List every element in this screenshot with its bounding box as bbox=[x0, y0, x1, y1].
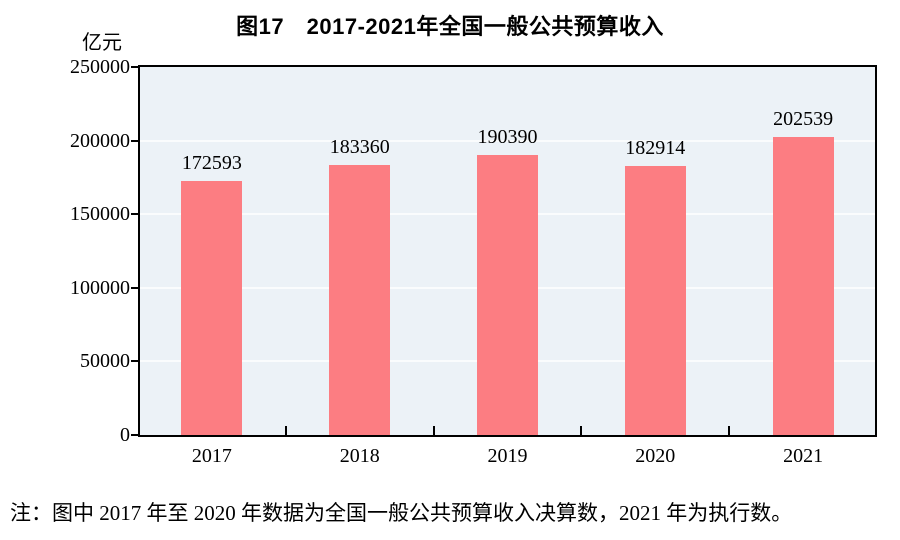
bar-value-label: 182914 bbox=[625, 136, 686, 159]
x-axis-tick bbox=[432, 426, 435, 435]
y-axis-tick bbox=[131, 434, 138, 436]
y-tick-label: 50000 bbox=[80, 350, 130, 373]
footnote: 注：图中 2017 年至 2020 年数据为全国一般公共预算收入决算数，2021… bbox=[10, 501, 793, 525]
y-tick-label: 150000 bbox=[70, 203, 130, 226]
y-tick-label: 100000 bbox=[70, 276, 130, 299]
bar-value-label: 202539 bbox=[773, 107, 834, 130]
x-tick-label: 2021 bbox=[783, 445, 824, 467]
y-axis-tick bbox=[131, 139, 138, 142]
bar bbox=[181, 180, 243, 435]
bar-value-label: 172593 bbox=[181, 151, 242, 174]
y-axis-tick bbox=[131, 360, 138, 363]
bar bbox=[624, 165, 686, 435]
bar bbox=[772, 136, 834, 435]
x-axis-tick bbox=[580, 426, 583, 435]
bar bbox=[477, 154, 538, 435]
y-axis-tick bbox=[131, 66, 138, 68]
bar-value-label: 190390 bbox=[477, 125, 538, 148]
x-axis-tick bbox=[728, 426, 731, 435]
x-tick-label: 2018 bbox=[339, 445, 380, 467]
y-tick-label: 0 bbox=[120, 424, 130, 446]
y-axis-unit-label: 亿元 bbox=[82, 32, 122, 54]
y-axis-tick bbox=[131, 286, 138, 289]
x-tick-label: 2020 bbox=[635, 445, 676, 467]
chart-title: 图17 2017-2021年全国一般公共预算收入 bbox=[236, 14, 664, 39]
x-axis-tick bbox=[284, 426, 287, 435]
bar bbox=[329, 165, 391, 435]
gridline bbox=[140, 139, 875, 142]
y-tick-label: 200000 bbox=[70, 129, 130, 152]
y-axis-tick bbox=[131, 213, 138, 216]
bar-value-label: 183360 bbox=[329, 136, 390, 159]
x-tick-label: 2017 bbox=[191, 445, 232, 467]
x-tick-label: 2019 bbox=[487, 445, 528, 467]
y-tick-label: 250000 bbox=[70, 56, 130, 78]
